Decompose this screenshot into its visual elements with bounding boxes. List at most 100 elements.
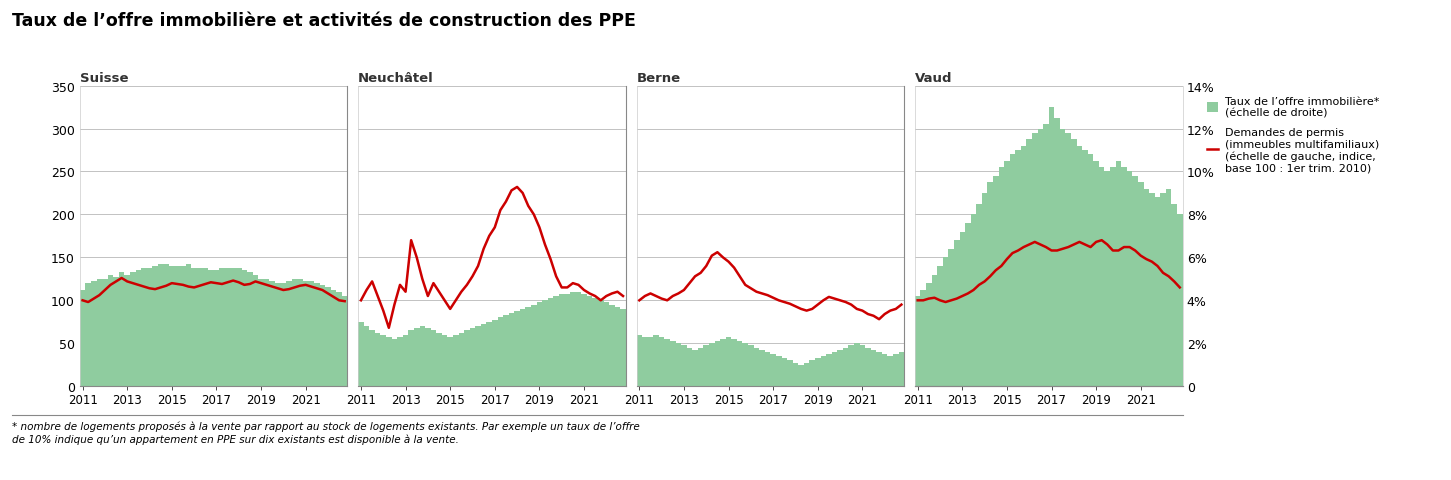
- Bar: [1104, 172, 1110, 386]
- Bar: [810, 360, 815, 386]
- Bar: [916, 297, 920, 386]
- Bar: [414, 328, 419, 386]
- Bar: [258, 279, 264, 386]
- Bar: [855, 344, 859, 386]
- Bar: [102, 279, 107, 386]
- Bar: [364, 326, 370, 386]
- Bar: [1161, 193, 1165, 386]
- Bar: [152, 266, 158, 386]
- Bar: [888, 357, 892, 386]
- Bar: [570, 292, 576, 386]
- Bar: [749, 346, 753, 386]
- Bar: [519, 309, 525, 386]
- Bar: [670, 341, 676, 386]
- Bar: [447, 337, 453, 386]
- Bar: [876, 352, 882, 386]
- Text: Berne: Berne: [637, 72, 681, 85]
- Bar: [776, 357, 782, 386]
- Bar: [303, 281, 309, 386]
- Bar: [325, 288, 331, 386]
- Bar: [681, 346, 686, 386]
- Bar: [586, 297, 592, 386]
- Bar: [213, 271, 219, 386]
- Bar: [615, 307, 620, 386]
- Bar: [1110, 168, 1116, 386]
- Bar: [164, 264, 168, 386]
- Bar: [1094, 161, 1098, 386]
- Bar: [792, 363, 798, 386]
- Bar: [1016, 151, 1022, 386]
- Bar: [920, 290, 926, 386]
- Bar: [786, 360, 792, 386]
- Bar: [141, 268, 147, 386]
- Bar: [1132, 177, 1138, 386]
- Bar: [692, 350, 698, 386]
- Bar: [653, 335, 659, 386]
- Bar: [637, 335, 643, 386]
- Bar: [174, 266, 180, 386]
- Bar: [1022, 146, 1026, 386]
- Bar: [459, 333, 464, 386]
- Bar: [543, 300, 548, 386]
- Bar: [659, 337, 665, 386]
- Bar: [503, 316, 509, 386]
- Legend: Taux de l’offre immobilière*
(échelle de droite), Demandes de permis
(immeubles : Taux de l’offre immobilière* (échelle de…: [1203, 92, 1384, 178]
- Bar: [1082, 151, 1088, 386]
- Bar: [313, 284, 319, 386]
- Bar: [470, 328, 476, 386]
- Bar: [815, 359, 821, 386]
- Bar: [609, 305, 615, 386]
- Bar: [476, 326, 480, 386]
- Bar: [598, 300, 604, 386]
- Bar: [225, 268, 231, 386]
- Bar: [1127, 172, 1132, 386]
- Bar: [698, 348, 704, 386]
- Bar: [1059, 129, 1065, 386]
- Bar: [965, 224, 971, 386]
- Bar: [342, 297, 347, 386]
- Bar: [1171, 204, 1177, 386]
- Bar: [1010, 155, 1016, 386]
- Bar: [977, 204, 982, 386]
- Text: Taux de l’offre immobilière et activités de construction des PPE: Taux de l’offre immobilière et activités…: [12, 12, 636, 30]
- Bar: [548, 299, 553, 386]
- Bar: [464, 331, 470, 386]
- Bar: [147, 268, 152, 386]
- Bar: [441, 335, 447, 386]
- Bar: [1065, 133, 1071, 386]
- Bar: [1138, 183, 1143, 386]
- Bar: [998, 168, 1004, 386]
- Bar: [714, 341, 720, 386]
- Bar: [270, 281, 276, 386]
- Bar: [192, 268, 197, 386]
- Bar: [219, 268, 225, 386]
- Bar: [1098, 168, 1104, 386]
- Bar: [86, 284, 91, 386]
- Bar: [486, 322, 492, 386]
- Bar: [665, 339, 670, 386]
- Bar: [676, 344, 681, 386]
- Bar: [91, 281, 97, 386]
- Bar: [498, 318, 503, 386]
- Bar: [865, 348, 871, 386]
- Bar: [831, 352, 837, 386]
- Bar: [1088, 155, 1094, 386]
- Bar: [514, 312, 519, 386]
- Bar: [871, 350, 876, 386]
- Bar: [392, 339, 398, 386]
- Bar: [743, 344, 749, 386]
- Text: Suisse: Suisse: [80, 72, 128, 85]
- Bar: [559, 294, 564, 386]
- Bar: [80, 290, 86, 386]
- Bar: [1043, 125, 1049, 386]
- Bar: [765, 352, 770, 386]
- Bar: [737, 341, 743, 386]
- Bar: [168, 266, 174, 386]
- Bar: [720, 339, 726, 386]
- Bar: [186, 264, 192, 386]
- Bar: [231, 268, 237, 386]
- Bar: [837, 350, 843, 386]
- Bar: [331, 290, 337, 386]
- Bar: [1026, 140, 1032, 386]
- Bar: [1122, 168, 1127, 386]
